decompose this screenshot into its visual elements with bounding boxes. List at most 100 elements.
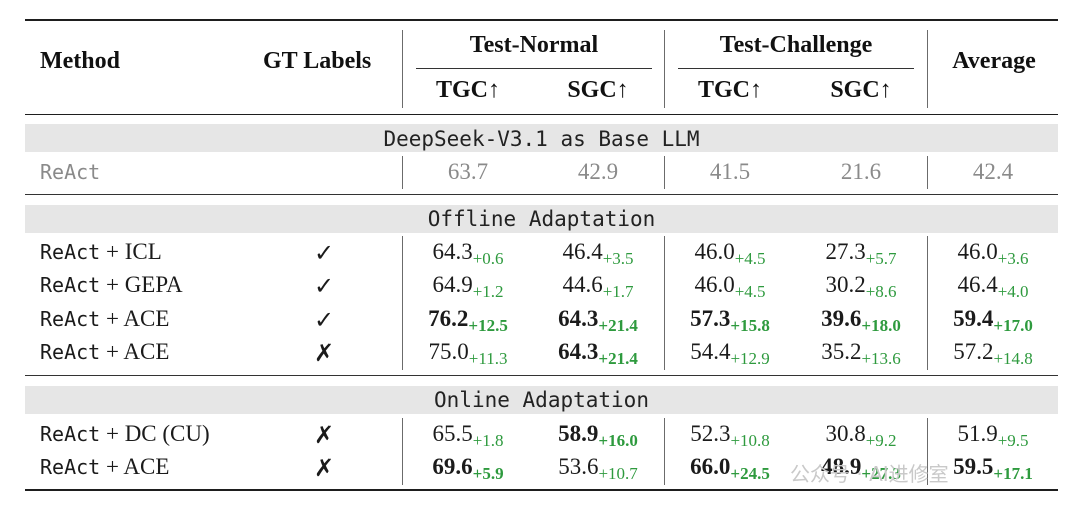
header-gt-labels: GT Labels bbox=[263, 48, 372, 74]
score-value: 44.6 bbox=[562, 272, 603, 297]
divider-1d bbox=[402, 418, 403, 485]
score-cell: 27.3+5.7 bbox=[801, 239, 921, 268]
offline-title: Offline Adaptation bbox=[427, 207, 656, 231]
score-value: 52.3 bbox=[690, 421, 731, 446]
score-value: 59.5 bbox=[953, 454, 994, 479]
score-delta: +12.5 bbox=[468, 316, 508, 335]
top-rule bbox=[25, 19, 1058, 21]
header-tgc-challenge: TGC↑ bbox=[697, 77, 762, 103]
gt-label-mark: ✗ bbox=[313, 456, 335, 482]
divider-2b bbox=[664, 156, 665, 189]
score-delta: +11.3 bbox=[468, 349, 508, 368]
score-value: 39.6 bbox=[821, 306, 862, 331]
header-average: Average bbox=[952, 48, 1036, 74]
score-value: 64.3 bbox=[432, 239, 473, 264]
score-value: 66.0 bbox=[690, 454, 731, 479]
score-cell: 57.3+15.8 bbox=[670, 306, 790, 335]
score-cell: 58.9+16.0 bbox=[538, 421, 658, 450]
base-llm-band bbox=[25, 124, 1058, 152]
score-cell: 64.3+0.6 bbox=[408, 239, 528, 268]
header-method: Method bbox=[40, 48, 120, 74]
score-delta: +14.8 bbox=[993, 349, 1033, 368]
score-cell: 46.4+4.0 bbox=[933, 272, 1053, 301]
score-value: 35.2 bbox=[821, 339, 862, 364]
score-value: 46.0 bbox=[694, 272, 735, 297]
score-cell: 76.2+12.5 bbox=[408, 306, 528, 335]
divider-2d bbox=[664, 418, 665, 485]
score-delta: +21.4 bbox=[598, 316, 638, 335]
bottom-rule bbox=[25, 489, 1058, 491]
online-title: Online Adaptation bbox=[434, 388, 649, 412]
score-cell: 53.6+10.7 bbox=[538, 454, 658, 483]
score-cell: 54.4+12.9 bbox=[670, 339, 790, 368]
score-cell: 65.5+1.8 bbox=[408, 421, 528, 450]
offline-bottom-rule bbox=[25, 375, 1058, 376]
score-delta: +3.5 bbox=[602, 249, 634, 268]
score-value: 46.4 bbox=[562, 239, 603, 264]
score-cell: 46.0+4.5 bbox=[670, 272, 790, 301]
score-delta: +4.5 bbox=[734, 249, 766, 268]
gt-label-mark: ✗ bbox=[313, 341, 335, 367]
score-cell: 66.0+24.5 bbox=[670, 454, 790, 483]
score-cell: 46.0+3.6 bbox=[933, 239, 1053, 268]
score-cell: 30.8+9.2 bbox=[801, 421, 921, 450]
score-cell: 44.6+1.7 bbox=[538, 272, 658, 301]
divider-3b bbox=[927, 156, 928, 189]
score-delta: +0.6 bbox=[472, 249, 504, 268]
score-delta: +27.3 bbox=[861, 464, 901, 483]
base-llm-title: DeepSeek-V3.1 as Base LLM bbox=[383, 127, 700, 151]
score-delta: +9.5 bbox=[997, 431, 1029, 450]
score-value: 30.8 bbox=[825, 421, 866, 446]
method-mono: ReAct bbox=[40, 273, 101, 297]
score-cell: 69.6+5.9 bbox=[408, 454, 528, 483]
score-value: 69.6 bbox=[432, 454, 473, 479]
score-delta: +5.7 bbox=[865, 249, 897, 268]
score-cell: 64.9+1.2 bbox=[408, 272, 528, 301]
method-mono: ReAct bbox=[40, 422, 101, 446]
watermark: 公众号 · AI进修室 bbox=[790, 462, 949, 486]
method-mono: ReAct bbox=[40, 340, 101, 364]
header-sgc-challenge: SGC↑ bbox=[830, 77, 892, 103]
method-rest: + ACE bbox=[100, 339, 170, 364]
score-cell: 59.5+17.1 bbox=[933, 454, 1053, 483]
score-cell: 46.0+4.5 bbox=[670, 239, 790, 268]
score-delta: +17.0 bbox=[993, 316, 1033, 335]
score-value: 58.9 bbox=[558, 421, 599, 446]
score-cell: 35.2+13.6 bbox=[801, 339, 921, 368]
row-method: ReAct + ACE bbox=[40, 454, 169, 480]
gt-label-mark: ✓ bbox=[313, 274, 335, 300]
row-method: ReAct + ACE bbox=[40, 339, 169, 365]
divider-3 bbox=[927, 30, 928, 108]
score-cell: 30.2+8.6 bbox=[801, 272, 921, 301]
score-delta: +8.6 bbox=[865, 282, 897, 301]
score-value: 46.0 bbox=[957, 239, 998, 264]
score-delta: +16.0 bbox=[598, 431, 638, 450]
score-delta: +10.7 bbox=[598, 464, 638, 483]
method-mono: ReAct bbox=[40, 240, 101, 264]
method-rest: + GEPA bbox=[100, 272, 183, 297]
score-delta: +24.5 bbox=[730, 464, 770, 483]
gt-label-mark: ✓ bbox=[313, 308, 335, 334]
score-delta: +1.2 bbox=[472, 282, 504, 301]
score-value: 64.3 bbox=[558, 339, 599, 364]
method-mono: ReAct bbox=[40, 455, 101, 479]
method-mono: ReAct bbox=[40, 307, 101, 331]
baseline-cell: 42.9 bbox=[577, 159, 619, 184]
divider-2 bbox=[664, 30, 665, 108]
baseline-method: ReAct bbox=[40, 160, 101, 184]
divider-1 bbox=[402, 30, 403, 108]
score-delta: +17.1 bbox=[993, 464, 1033, 483]
score-delta: +4.0 bbox=[997, 282, 1029, 301]
score-value: 59.4 bbox=[953, 306, 994, 331]
header-test-normal: Test-Normal bbox=[469, 32, 599, 58]
gt-label-mark: ✗ bbox=[313, 423, 335, 449]
divider-3c bbox=[927, 236, 928, 370]
score-cell: 52.3+10.8 bbox=[670, 421, 790, 450]
score-delta: +10.8 bbox=[730, 431, 770, 450]
divider-2c bbox=[664, 236, 665, 370]
offline-band bbox=[25, 205, 1058, 233]
score-delta: +21.4 bbox=[598, 349, 638, 368]
row-method: ReAct + GEPA bbox=[40, 272, 183, 298]
row-method: ReAct + DC (CU) bbox=[40, 421, 210, 447]
test-normal-underline bbox=[416, 68, 652, 69]
